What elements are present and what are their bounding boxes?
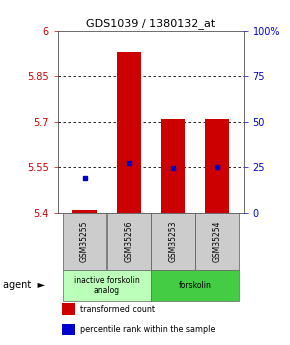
- Bar: [107, 213, 151, 270]
- Text: GSM35255: GSM35255: [80, 220, 89, 262]
- Bar: [117, 52, 141, 213]
- Bar: [62, 324, 75, 335]
- Text: GDS1039 / 1380132_at: GDS1039 / 1380132_at: [86, 18, 215, 29]
- Bar: [151, 270, 239, 301]
- Bar: [205, 119, 229, 213]
- Bar: [63, 270, 151, 301]
- Bar: [195, 213, 239, 270]
- Bar: [161, 119, 185, 213]
- Bar: [72, 209, 97, 213]
- Text: GSM35256: GSM35256: [124, 220, 133, 262]
- Bar: [63, 213, 106, 270]
- Text: percentile rank within the sample: percentile rank within the sample: [80, 325, 216, 334]
- Text: agent  ►: agent ►: [3, 280, 45, 290]
- Bar: [151, 213, 195, 270]
- Text: transformed count: transformed count: [80, 305, 155, 314]
- Text: GSM35253: GSM35253: [168, 220, 177, 262]
- Text: forskolin: forskolin: [179, 281, 211, 290]
- Text: GSM35254: GSM35254: [213, 220, 222, 262]
- Text: inactive forskolin
analog: inactive forskolin analog: [74, 276, 139, 295]
- Bar: [62, 303, 75, 315]
